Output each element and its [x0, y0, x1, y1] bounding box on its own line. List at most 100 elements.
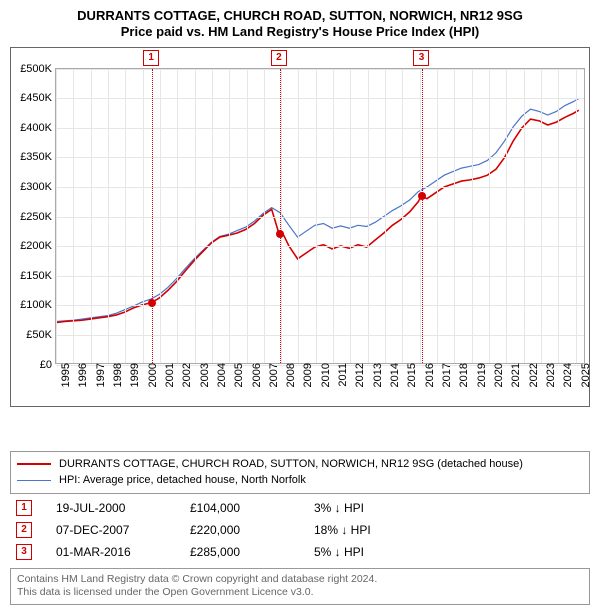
y-axis-label: £500K — [20, 63, 56, 75]
series-hpi — [56, 98, 579, 321]
gridline-v — [143, 69, 144, 363]
sale-event-delta: 3% ↓ HPI — [314, 501, 364, 515]
sale-event-delta: 5% ↓ HPI — [314, 545, 364, 559]
legend-row: HPI: Average price, detached house, Nort… — [17, 472, 583, 489]
y-axis-label: £50K — [26, 329, 56, 341]
x-axis-label: 1996 — [73, 363, 89, 387]
gridline-v — [195, 69, 196, 363]
y-axis-label: £0 — [40, 359, 56, 371]
sale-event-badge: 1 — [16, 500, 32, 516]
y-axis-label: £200K — [20, 240, 56, 252]
sale-point — [418, 192, 426, 200]
sale-event-badge: 3 — [16, 544, 32, 560]
plot-area: £0£50K£100K£150K£200K£250K£300K£350K£400… — [55, 68, 585, 364]
gridline-v — [437, 69, 438, 363]
sale-event-badge: 2 — [16, 522, 32, 538]
legend-swatch — [17, 480, 51, 481]
x-axis-label: 1999 — [125, 363, 141, 387]
title-line-2: Price paid vs. HM Land Registry's House … — [10, 24, 590, 40]
sale-marker-line — [280, 69, 281, 363]
sale-event-delta: 18% ↓ HPI — [314, 523, 371, 537]
y-axis-label: £450K — [20, 92, 56, 104]
legend: DURRANTS COTTAGE, CHURCH ROAD, SUTTON, N… — [10, 451, 590, 494]
x-axis-label: 2007 — [264, 363, 280, 387]
y-axis-label: £400K — [20, 122, 56, 134]
gridline-h — [56, 217, 584, 218]
legend-swatch — [17, 463, 51, 465]
sale-point — [148, 299, 156, 307]
x-axis-label: 1995 — [56, 363, 72, 387]
x-axis-label: 2016 — [420, 363, 436, 387]
y-axis-label: £350K — [20, 151, 56, 163]
sale-marker-line — [422, 69, 423, 363]
x-axis-label: 1998 — [108, 363, 124, 387]
sale-marker-badge: 2 — [271, 50, 287, 66]
x-axis-label: 2018 — [454, 363, 470, 387]
gridline-v — [454, 69, 455, 363]
x-axis-label: 2023 — [541, 363, 557, 387]
gridline-h — [56, 246, 584, 247]
legend-row: DURRANTS COTTAGE, CHURCH ROAD, SUTTON, N… — [17, 456, 583, 473]
x-axis-label: 2006 — [247, 363, 263, 387]
y-axis-label: £100K — [20, 299, 56, 311]
x-axis-label: 2012 — [350, 363, 366, 387]
sale-event-row: 301-MAR-2016£285,0005% ↓ HPI — [10, 544, 590, 560]
gridline-v — [576, 69, 577, 363]
gridline-v — [489, 69, 490, 363]
sale-marker-line — [152, 69, 153, 363]
sale-events-table: 119-JUL-2000£104,0003% ↓ HPI207-DEC-2007… — [10, 500, 590, 560]
gridline-v — [229, 69, 230, 363]
gridline-v — [506, 69, 507, 363]
y-axis-label: £150K — [20, 270, 56, 282]
gridline-v — [125, 69, 126, 363]
x-axis-label: 2004 — [212, 363, 228, 387]
gridline-v — [247, 69, 248, 363]
x-axis-label: 2019 — [472, 363, 488, 387]
gridline-v — [281, 69, 282, 363]
x-axis-label: 2021 — [506, 363, 522, 387]
x-axis-label: 2000 — [143, 363, 159, 387]
gridline-v — [524, 69, 525, 363]
x-axis-label: 2017 — [437, 363, 453, 387]
x-axis-label: 2013 — [368, 363, 384, 387]
x-axis-label: 2008 — [281, 363, 297, 387]
y-axis-label: £300K — [20, 181, 56, 193]
sale-event-row: 1 19-JUL-2000 £104,000 3% ↓ HPI — [10, 500, 590, 516]
gridline-v — [160, 69, 161, 363]
gridline-h — [56, 276, 584, 277]
x-axis-label: 2020 — [489, 363, 505, 387]
sale-marker-badge: 3 — [413, 50, 429, 66]
gridline-h — [56, 157, 584, 158]
gridline-v — [73, 69, 74, 363]
x-axis-label: 2003 — [195, 363, 211, 387]
sale-point — [276, 230, 284, 238]
title-line-1: DURRANTS COTTAGE, CHURCH ROAD, SUTTON, N… — [10, 8, 590, 24]
gridline-v — [91, 69, 92, 363]
gridline-v — [298, 69, 299, 363]
x-axis-label: 2011 — [333, 363, 349, 387]
gridline-v — [472, 69, 473, 363]
sale-event-price: £104,000 — [190, 501, 290, 515]
legend-label: HPI: Average price, detached house, Nort… — [59, 472, 306, 489]
footer-line-1: Contains HM Land Registry data © Crown c… — [17, 573, 583, 587]
gridline-v — [558, 69, 559, 363]
gridline-h — [56, 98, 584, 99]
x-axis-label: 2009 — [298, 363, 314, 387]
chart-container: DURRANTS COTTAGE, CHURCH ROAD, SUTTON, N… — [0, 0, 600, 590]
x-axis-label: 2025 — [576, 363, 592, 387]
gridline-v — [177, 69, 178, 363]
chart-title: DURRANTS COTTAGE, CHURCH ROAD, SUTTON, N… — [10, 8, 590, 41]
gridline-v — [316, 69, 317, 363]
x-axis-label: 2005 — [229, 363, 245, 387]
gridline-h — [56, 69, 584, 70]
x-axis-label: 2022 — [524, 363, 540, 387]
gridline-v — [264, 69, 265, 363]
gridline-v — [541, 69, 542, 363]
sale-event-date: 01-MAR-2016 — [56, 545, 166, 559]
gridline-v — [108, 69, 109, 363]
x-axis-label: 2015 — [402, 363, 418, 387]
sale-event-date: 19-JUL-2000 — [56, 501, 166, 515]
x-axis-label: 2001 — [160, 363, 176, 387]
sale-marker-badge: 1 — [143, 50, 159, 66]
legend-label: DURRANTS COTTAGE, CHURCH ROAD, SUTTON, N… — [59, 456, 523, 473]
